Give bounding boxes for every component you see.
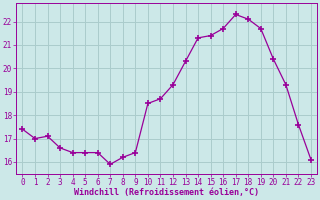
X-axis label: Windchill (Refroidissement éolien,°C): Windchill (Refroidissement éolien,°C): [74, 188, 259, 197]
